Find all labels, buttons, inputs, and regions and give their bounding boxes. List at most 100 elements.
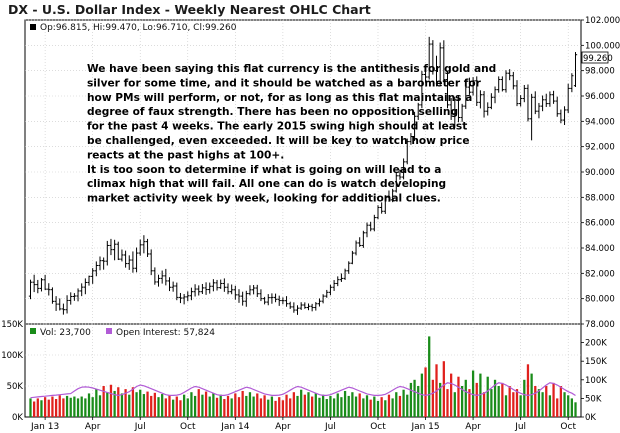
volume-bar: [278, 397, 281, 417]
ohlc-bar: [427, 36, 431, 80]
volume-bar: [117, 387, 120, 417]
volume-bar: [212, 393, 215, 417]
price-tick-label: 78.000: [585, 320, 615, 330]
volume-bar: [409, 382, 413, 417]
volume-bar: [417, 386, 420, 417]
ohlc-bar: [292, 302, 296, 313]
ohlc-bar: [127, 255, 131, 270]
ohlc-bar: [482, 91, 486, 118]
volume-bar: [384, 400, 387, 417]
volume-bar: [58, 395, 61, 417]
ohlc-bar: [354, 240, 358, 256]
volume-bar: [76, 398, 80, 417]
volume-bar: [471, 370, 475, 417]
ohlc-bar: [559, 109, 563, 124]
volume-bar: [307, 392, 310, 417]
ohlc-bar: [43, 274, 47, 290]
ohlc-bar: [562, 106, 567, 126]
annotation-line: We have been saying this flat currency i…: [87, 63, 496, 75]
ohlc-bar: [445, 71, 450, 109]
volume-bar: [391, 398, 394, 417]
volume-bar: [193, 395, 197, 417]
volume-bar: [552, 382, 555, 417]
ohlc-bar: [87, 275, 91, 286]
oi-tick-label: 200K: [585, 339, 607, 349]
volume-bar: [504, 395, 508, 417]
volume-bar: [230, 398, 233, 417]
volume-bar: [537, 389, 541, 417]
volume-bar: [311, 396, 314, 417]
volume-bar: [300, 389, 303, 417]
volume-bar: [497, 386, 500, 417]
open-interest-line: [30, 382, 576, 399]
x-tick-label: Jul: [324, 422, 336, 432]
ohlc-bar: [36, 279, 40, 294]
volume-bar: [439, 382, 442, 417]
volume-bar: [120, 393, 124, 417]
volume-bar: [519, 395, 522, 417]
oi-legend-marker: [106, 328, 112, 334]
volume-bar: [380, 397, 383, 417]
price-tick-label: 102.000: [585, 16, 620, 26]
x-tick-label: Jan 14: [220, 422, 249, 432]
ohlc-bar: [134, 247, 139, 273]
volume-bar: [376, 400, 380, 417]
volume-bar: [47, 399, 50, 417]
ohlc-bar: [529, 93, 534, 141]
volume-bar: [84, 398, 87, 417]
ohlc-bar: [518, 95, 523, 107]
ohlc-bar: [438, 42, 442, 86]
vol-legend: Vol: 23,700: [40, 328, 91, 338]
ohlc-bar: [131, 251, 135, 273]
ohlc-bar: [101, 257, 106, 270]
ohlc-bar: [255, 284, 259, 298]
annotation-line: reacts at the past highs at 100+.: [87, 149, 284, 161]
price-legend: Op:96.815, Hi:99.470, Lo:96.710, Cl:99.2…: [40, 23, 237, 33]
volume-bar: [362, 398, 365, 417]
oi-tick-label: 0K: [585, 413, 596, 423]
volume-bar: [33, 401, 36, 417]
ohlc-bar: [54, 296, 58, 311]
volume-bar: [351, 392, 354, 417]
ohlc-bar: [526, 84, 530, 122]
ohlc-bar: [204, 282, 208, 295]
ohlc-bar: [390, 188, 395, 203]
volume-bar: [248, 392, 252, 417]
ohlc-bar: [376, 205, 380, 220]
volume-bar: [109, 384, 113, 417]
ohlc-bar: [215, 279, 219, 291]
volume-bar: [263, 395, 266, 417]
ohlc-bar: [453, 96, 457, 128]
ohlc-bar: [109, 238, 113, 256]
volume-bar: [545, 386, 548, 417]
ohlc-bar: [303, 302, 307, 309]
volume-bar: [62, 398, 65, 417]
volume-bar: [161, 394, 164, 417]
ohlc-bar: [259, 289, 263, 302]
price-tick-label: 96.000: [585, 92, 615, 102]
volume-bar: [373, 396, 376, 417]
ohlc-bar: [50, 287, 55, 304]
ohlc-bar: [171, 281, 175, 292]
volume-bar: [234, 393, 237, 417]
volume-bar: [256, 393, 259, 417]
volume-bar: [135, 392, 138, 417]
volume-bar: [172, 399, 175, 417]
last-price-tag: [581, 51, 609, 64]
volume-bar: [40, 400, 43, 417]
x-tick-label: Apr: [275, 422, 291, 432]
volume-bar: [340, 397, 343, 417]
volume-bar: [515, 389, 519, 417]
ohlc-bar: [456, 94, 461, 123]
volume-bar: [450, 373, 453, 417]
volume-bar: [267, 399, 270, 417]
volume-bar: [131, 387, 135, 417]
price-tick-label: 82.000: [585, 269, 615, 279]
ohlc-bar: [570, 73, 574, 93]
ohlc-bar: [449, 98, 453, 120]
ohlc-bar: [47, 283, 51, 296]
volume-bar: [29, 398, 32, 417]
volume-bar: [98, 395, 102, 417]
ohlc-bar: [405, 138, 409, 165]
volume-bar: [124, 389, 127, 417]
